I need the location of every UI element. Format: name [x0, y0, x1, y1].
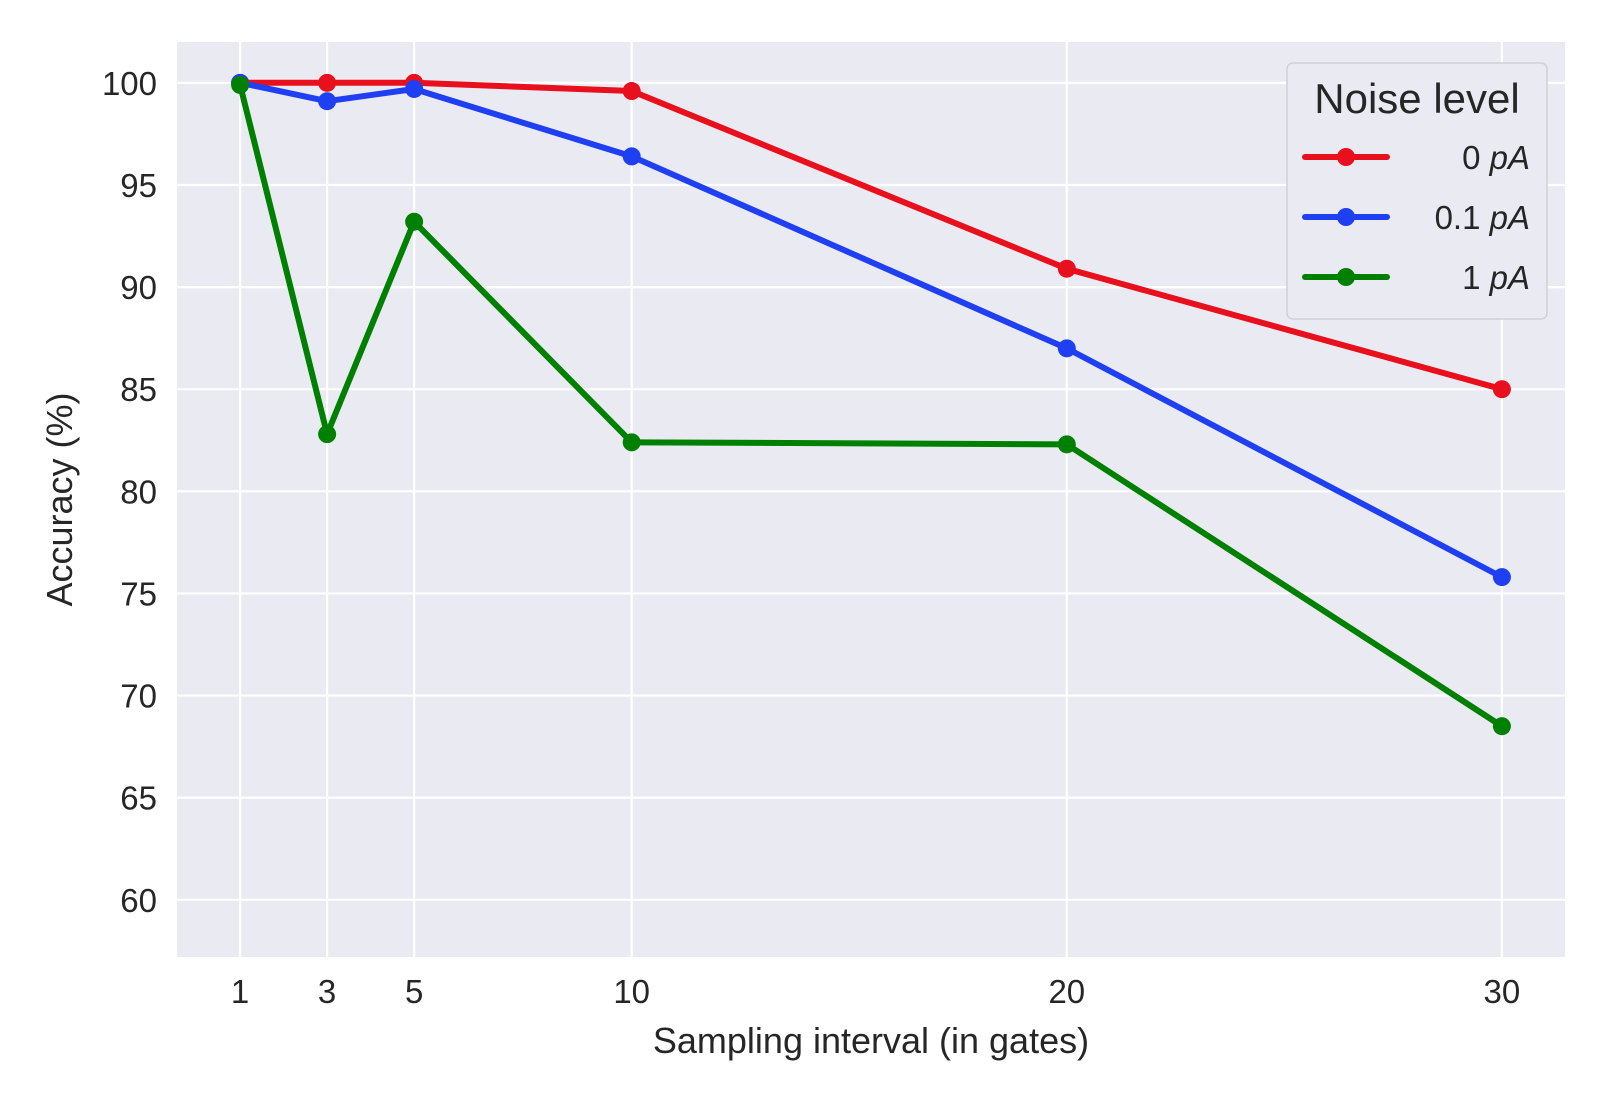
- legend-items: 0 pA 0.1 pA 1 pA: [1302, 139, 1530, 296]
- series-line-1: [237, 79, 1505, 581]
- series-line-0: [237, 79, 1505, 393]
- legend-label: 0 pA: [1462, 139, 1530, 176]
- y-tick-label: 95: [120, 167, 157, 204]
- data-point: [318, 73, 337, 92]
- legend-item: 1 pA: [1302, 259, 1530, 296]
- data-point: [1057, 435, 1076, 454]
- x-axis-label: Sampling interval (in gates): [653, 1020, 1089, 1061]
- legend-item: 0.1 pA: [1302, 199, 1530, 236]
- data-point: [231, 75, 250, 94]
- legend-marker: [1337, 148, 1355, 166]
- data-point: [622, 147, 641, 166]
- y-tick-label: 80: [120, 473, 157, 510]
- y-tick-label: 65: [120, 780, 157, 817]
- legend-item: 0 pA: [1302, 139, 1530, 176]
- x-tick-label: 20: [1048, 973, 1085, 1010]
- y-tick-label: 100: [102, 65, 157, 102]
- data-point: [1492, 717, 1511, 736]
- data-points: [231, 73, 1511, 736]
- y-tick-label: 70: [120, 678, 157, 715]
- x-tick-label: 5: [405, 973, 423, 1010]
- legend-label: 1 pA: [1462, 259, 1530, 296]
- y-axis-label: Accuracy (%): [39, 392, 80, 606]
- data-point: [622, 82, 641, 101]
- data-point: [1057, 259, 1076, 278]
- data-point: [1057, 339, 1076, 358]
- x-tick-label: 30: [1484, 973, 1521, 1010]
- data-point: [318, 92, 337, 111]
- data-point: [405, 212, 424, 231]
- data-point: [405, 79, 424, 98]
- x-tick-label: 1: [231, 973, 249, 1010]
- data-point: [318, 425, 337, 444]
- y-tick-label: 85: [120, 371, 157, 408]
- data-point: [1492, 380, 1511, 399]
- x-tick-label: 10: [613, 973, 650, 1010]
- legend: Noise level 0 pA 0.1 pA 1 pA: [1286, 62, 1548, 320]
- legend-label: 0.1 pA: [1435, 199, 1530, 236]
- legend-marker: [1337, 208, 1355, 226]
- x-tick-label: 3: [318, 973, 336, 1010]
- y-tick-label: 75: [120, 575, 157, 612]
- legend-title: Noise level: [1314, 75, 1519, 122]
- y-tick-label: 60: [120, 882, 157, 919]
- x-axis-ticks: 1 3 5 10 20 30: [231, 973, 1520, 1010]
- legend-marker: [1337, 268, 1355, 286]
- y-axis-ticks: 60 65 70 75 80 85 90 95 100: [102, 65, 157, 919]
- series-lines: [237, 79, 1505, 730]
- legend-box: [1286, 62, 1548, 320]
- series-line-2: [237, 81, 1505, 730]
- y-tick-label: 90: [120, 269, 157, 306]
- data-point: [1492, 568, 1511, 587]
- data-point: [622, 433, 641, 452]
